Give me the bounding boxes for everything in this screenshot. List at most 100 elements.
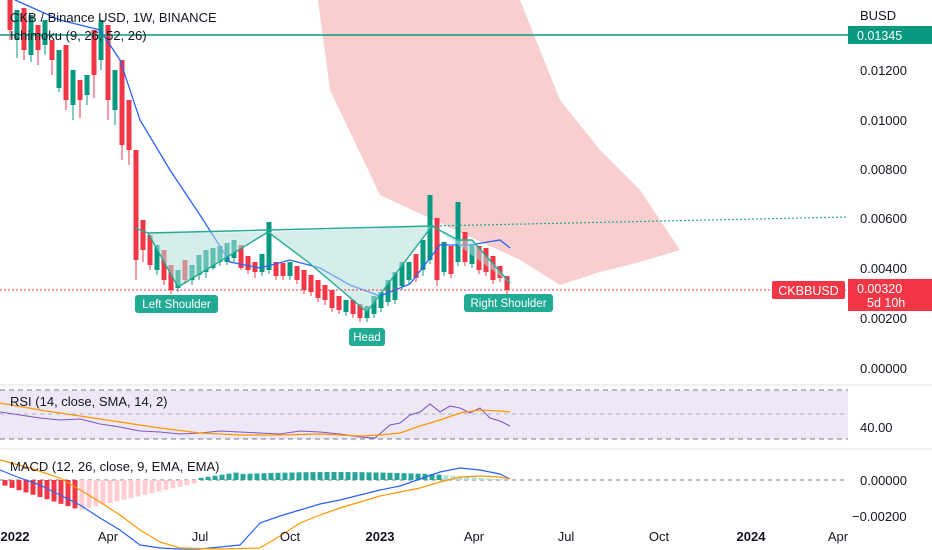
- signal-line: [0, 459, 511, 550]
- macd-bar: [296, 472, 302, 480]
- time-axis[interactable]: 2022 Apr Jul Oct 2023 Apr Jul Oct 2024 Apr: [1, 529, 849, 544]
- candle-body: [126, 100, 132, 150]
- svg-text:Left Shoulder: Left Shoulder: [142, 299, 211, 311]
- candle-body: [406, 262, 412, 280]
- macd-bar: [450, 475, 456, 480]
- rsi-legend[interactable]: RSI (14, close, SMA, 14, 2): [10, 394, 168, 409]
- macd-bar: [9, 480, 15, 488]
- macd-bar: [121, 480, 127, 500]
- candle-body: [371, 296, 377, 314]
- ichimoku-legend[interactable]: Ichimoku (9, 26, 52, 26): [10, 28, 147, 43]
- macd-bar: [205, 476, 211, 480]
- macd-bar: [51, 480, 57, 502]
- macd-legend[interactable]: MACD (12, 26, close, 9, EMA, EMA): [10, 459, 220, 474]
- time-tick: Jul: [558, 529, 575, 544]
- candle-body: [91, 30, 97, 75]
- price-tick: 0.00600: [860, 211, 907, 226]
- time-tick: 2024: [737, 529, 767, 544]
- macd-bar: [387, 472, 393, 480]
- macd-bar: [380, 472, 386, 480]
- macd-bar: [317, 472, 323, 480]
- macd-bar: [219, 474, 225, 480]
- candle-body: [294, 266, 300, 280]
- candle-body: [63, 45, 69, 100]
- level-price-tag: 0.01345: [848, 26, 932, 44]
- candle-body: [504, 276, 510, 290]
- macd-bar: [275, 472, 281, 480]
- macd-bar: [429, 474, 435, 480]
- candle-body: [357, 304, 363, 318]
- pattern-fill: [148, 226, 510, 312]
- time-tick: Apr: [464, 529, 485, 544]
- macd-bar: [373, 472, 379, 480]
- candle-body: [147, 235, 153, 265]
- candle-body: [70, 70, 76, 105]
- label-head[interactable]: Head: [349, 328, 385, 346]
- macd-bar: [16, 480, 22, 491]
- time-tick: Jul: [192, 529, 209, 544]
- candle-body: [343, 300, 349, 312]
- macd-bar: [93, 480, 99, 507]
- svg-text:Head: Head: [353, 332, 381, 344]
- candle-body: [329, 290, 335, 308]
- candle-body: [385, 280, 391, 302]
- macd-bar: [79, 480, 85, 510]
- macd-bar: [345, 472, 351, 480]
- macd-bar: [366, 472, 372, 480]
- macd-bar: [114, 480, 120, 502]
- candle-body: [336, 296, 342, 310]
- candle-body: [49, 40, 55, 60]
- macd-tick-zero: 0.00000: [860, 473, 907, 488]
- time-tick: Apr: [98, 529, 119, 544]
- macd-bar: [156, 480, 162, 492]
- price-tick: 0.00400: [860, 261, 907, 276]
- candle-body: [84, 75, 90, 95]
- candle-body: [133, 150, 139, 260]
- time-tick: Apr: [828, 529, 849, 544]
- macd-bar: [30, 480, 36, 495]
- price-axis[interactable]: [848, 0, 932, 550]
- candle-body: [448, 246, 454, 274]
- symbol-title[interactable]: CKB / Binance USD, 1W, BINANCE: [10, 10, 217, 25]
- candle-body: [105, 25, 111, 100]
- rsi-line: [0, 403, 511, 439]
- symbol-tag: CKBBUSD: [772, 281, 845, 299]
- price-tick: 0.01200: [860, 63, 907, 78]
- price-tick-labels: 0.01200 0.01000 0.00800 0.00600 0.00400 0.002…: [860, 63, 907, 376]
- macd-bar: [310, 472, 316, 480]
- macd-tick-neg: −0.00200: [852, 509, 907, 524]
- macd-bar: [142, 480, 148, 495]
- candle-body: [154, 245, 160, 270]
- macd-bar: [408, 473, 414, 480]
- candle-body: [140, 220, 146, 250]
- candle-body: [441, 242, 447, 272]
- candle-body: [35, 25, 41, 50]
- macd-bar: [2, 480, 8, 486]
- label-right-shoulder[interactable]: Right Shoulder: [464, 294, 553, 312]
- label-left-shoulder[interactable]: Left Shoulder: [135, 295, 218, 313]
- price-tick: 0.01000: [860, 113, 907, 128]
- candle-body: [56, 50, 62, 88]
- macd-bar: [163, 480, 169, 490]
- macd-bar: [86, 480, 92, 508]
- macd-bar: [485, 478, 491, 480]
- candle-body: [315, 280, 321, 298]
- macd-bar: [149, 480, 155, 494]
- macd-bar: [471, 477, 477, 480]
- candle-body: [77, 80, 83, 100]
- macd-bar: [268, 473, 274, 480]
- macd-bar: [331, 472, 337, 480]
- macd-bar: [37, 480, 43, 497]
- candle-body: [238, 245, 244, 268]
- macd-bar: [359, 472, 365, 480]
- macd-bar: [401, 473, 407, 480]
- macd-bar: [492, 478, 498, 480]
- svg-text:Right Shoulder: Right Shoulder: [470, 298, 546, 310]
- macd-bar: [177, 480, 183, 487]
- candle-body: [399, 262, 405, 286]
- candle-body: [420, 240, 426, 270]
- macd-bar: [100, 480, 106, 505]
- candle-body: [280, 263, 286, 276]
- candle-body: [7, 0, 13, 30]
